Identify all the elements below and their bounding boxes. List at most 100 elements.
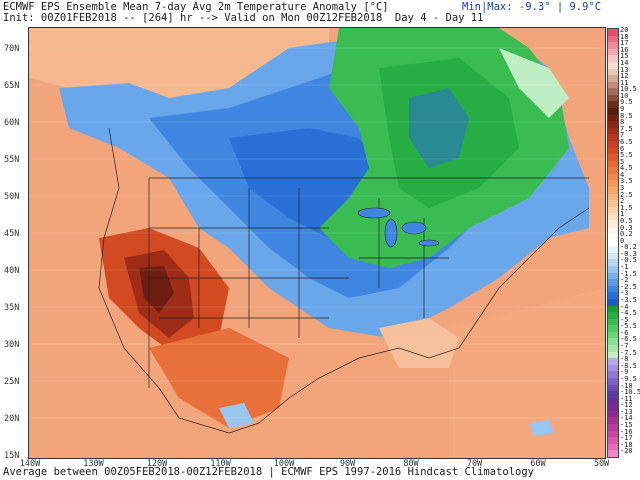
colorbar-label: 2 bbox=[620, 197, 625, 206]
colorbar-cell bbox=[608, 331, 618, 339]
colorbar-cell bbox=[608, 279, 618, 287]
colorbar-label: -3.5 bbox=[620, 295, 637, 304]
latitude-label: 70N bbox=[4, 44, 20, 54]
colorbar-cell bbox=[608, 430, 618, 438]
colorbar-cell bbox=[608, 318, 618, 326]
colorbar-cell bbox=[608, 358, 618, 366]
colorbar-label: -3 bbox=[620, 289, 629, 298]
colorbar-cell bbox=[608, 167, 618, 175]
colorbar-label: 20 bbox=[620, 26, 629, 34]
colorbar-cell bbox=[608, 417, 618, 425]
colorbar-label: -9 bbox=[620, 368, 629, 377]
longitude-label: 120W bbox=[146, 459, 168, 469]
colorbar-cell bbox=[608, 193, 618, 201]
colorbar-label: 14 bbox=[620, 58, 629, 67]
colorbar-label: 6.5 bbox=[620, 137, 633, 146]
colorbar-cell bbox=[608, 154, 618, 162]
colorbar-cell bbox=[608, 351, 618, 359]
colorbar-label: -8 bbox=[620, 355, 629, 364]
longitude-label: 80W bbox=[403, 459, 419, 469]
colorbar-label: 1 bbox=[620, 210, 625, 219]
colorbar-cell bbox=[608, 233, 618, 241]
colorbar-label: -2 bbox=[620, 276, 629, 285]
colorbar-cell bbox=[608, 81, 618, 89]
colorbar-cell bbox=[608, 437, 618, 445]
colorbar-label: 17 bbox=[620, 39, 629, 48]
latitude-label: 60N bbox=[4, 118, 20, 128]
colorbar-label: 9.5 bbox=[620, 98, 633, 107]
colorbar-cell bbox=[608, 206, 618, 214]
colorbar-cell bbox=[608, 75, 618, 83]
colorbar-cell bbox=[608, 61, 618, 69]
colorbar-cell bbox=[608, 114, 618, 122]
colorbar-cell bbox=[608, 55, 618, 63]
latitude-label: 35N bbox=[4, 303, 20, 313]
colorbar-label: -8.5 bbox=[620, 361, 637, 370]
colorbar-cell bbox=[608, 384, 618, 392]
colorbar-cell bbox=[608, 35, 618, 43]
colorbar-cell bbox=[608, 345, 618, 353]
colorbar-cell bbox=[608, 338, 618, 346]
colorbar-label: -15 bbox=[620, 421, 633, 430]
colorbar-label: 15 bbox=[620, 52, 629, 61]
longitude-label: 110W bbox=[210, 459, 231, 469]
colorbar-label: -4 bbox=[620, 302, 629, 311]
longitude-label: 50W bbox=[593, 459, 610, 469]
coastlines bbox=[98, 127, 590, 434]
colorbar-cell bbox=[608, 404, 618, 412]
colorbar-cell bbox=[608, 325, 618, 333]
colorbar-cell bbox=[608, 292, 618, 300]
colorbar-cell bbox=[608, 42, 618, 50]
colorbar-cell bbox=[608, 312, 618, 320]
colorbar-label: 0.5 bbox=[620, 216, 633, 225]
latitude-label: 30N bbox=[4, 340, 20, 350]
colorbar-cell bbox=[608, 377, 618, 386]
colorbar-label: 3 bbox=[620, 184, 625, 193]
colorbar-label: -2.5 bbox=[620, 282, 637, 291]
colorbar-label: 12 bbox=[620, 72, 629, 81]
colorbar-cell bbox=[608, 88, 618, 96]
colorbar-label: 18 bbox=[620, 32, 629, 41]
gulf-of-mexico bbox=[379, 318, 459, 368]
colorbar-cell bbox=[608, 305, 618, 313]
longitude-label: 90W bbox=[339, 459, 356, 469]
colorbar-cell bbox=[608, 259, 618, 267]
longitude-label: 70W bbox=[466, 459, 483, 469]
colorbar-cell bbox=[608, 180, 618, 188]
colorbar-label: 0.2 bbox=[620, 230, 633, 239]
colorbar-cell bbox=[608, 391, 618, 399]
colorbar-label: 8 bbox=[620, 118, 625, 127]
colorbar-label: -7 bbox=[620, 342, 629, 351]
colorbar-label: -0.3 bbox=[620, 249, 637, 258]
colorbar-label: -9.5 bbox=[620, 374, 637, 383]
colorbar-cell bbox=[608, 239, 618, 247]
map-title: ECMWF EPS Ensemble Mean 7-day Avg 2m Tem… bbox=[3, 1, 389, 13]
colorbar-label: -14 bbox=[620, 414, 633, 423]
colorbar bbox=[607, 28, 619, 458]
colorbar-label: -11 bbox=[620, 394, 633, 403]
colorbar-cell bbox=[608, 173, 618, 181]
colorbar-label: -17 bbox=[620, 434, 633, 443]
colorbar-cell bbox=[608, 246, 618, 254]
colorbar-cell bbox=[608, 127, 618, 135]
colorbar-label: 7 bbox=[620, 131, 625, 140]
colorbar-cell bbox=[608, 140, 618, 149]
colorbar-label: 3.5 bbox=[620, 177, 633, 186]
longitude-label: 140W bbox=[19, 459, 41, 469]
colorbar-label: -10.5 bbox=[620, 388, 640, 397]
latitude-label: 65N bbox=[4, 81, 20, 91]
anomaly-map-svg bbox=[29, 28, 605, 458]
colorbar-cell bbox=[608, 187, 618, 195]
colorbar-label: 10.5 bbox=[620, 85, 637, 94]
colorbar-cell bbox=[608, 252, 618, 260]
colorbar-label: 8.5 bbox=[620, 111, 633, 120]
colorbar-label: -12 bbox=[620, 401, 633, 410]
colorbar-cell bbox=[608, 450, 618, 458]
colorbar-cell bbox=[608, 29, 618, 37]
colorbar-cell bbox=[608, 68, 618, 76]
colorbar-label: -4.5 bbox=[620, 309, 637, 318]
hudson-bay bbox=[409, 88, 469, 168]
colorbar-cell bbox=[608, 226, 618, 234]
colorbar-label: -7.5 bbox=[620, 348, 637, 357]
colorbar-label: -1 bbox=[620, 263, 629, 272]
